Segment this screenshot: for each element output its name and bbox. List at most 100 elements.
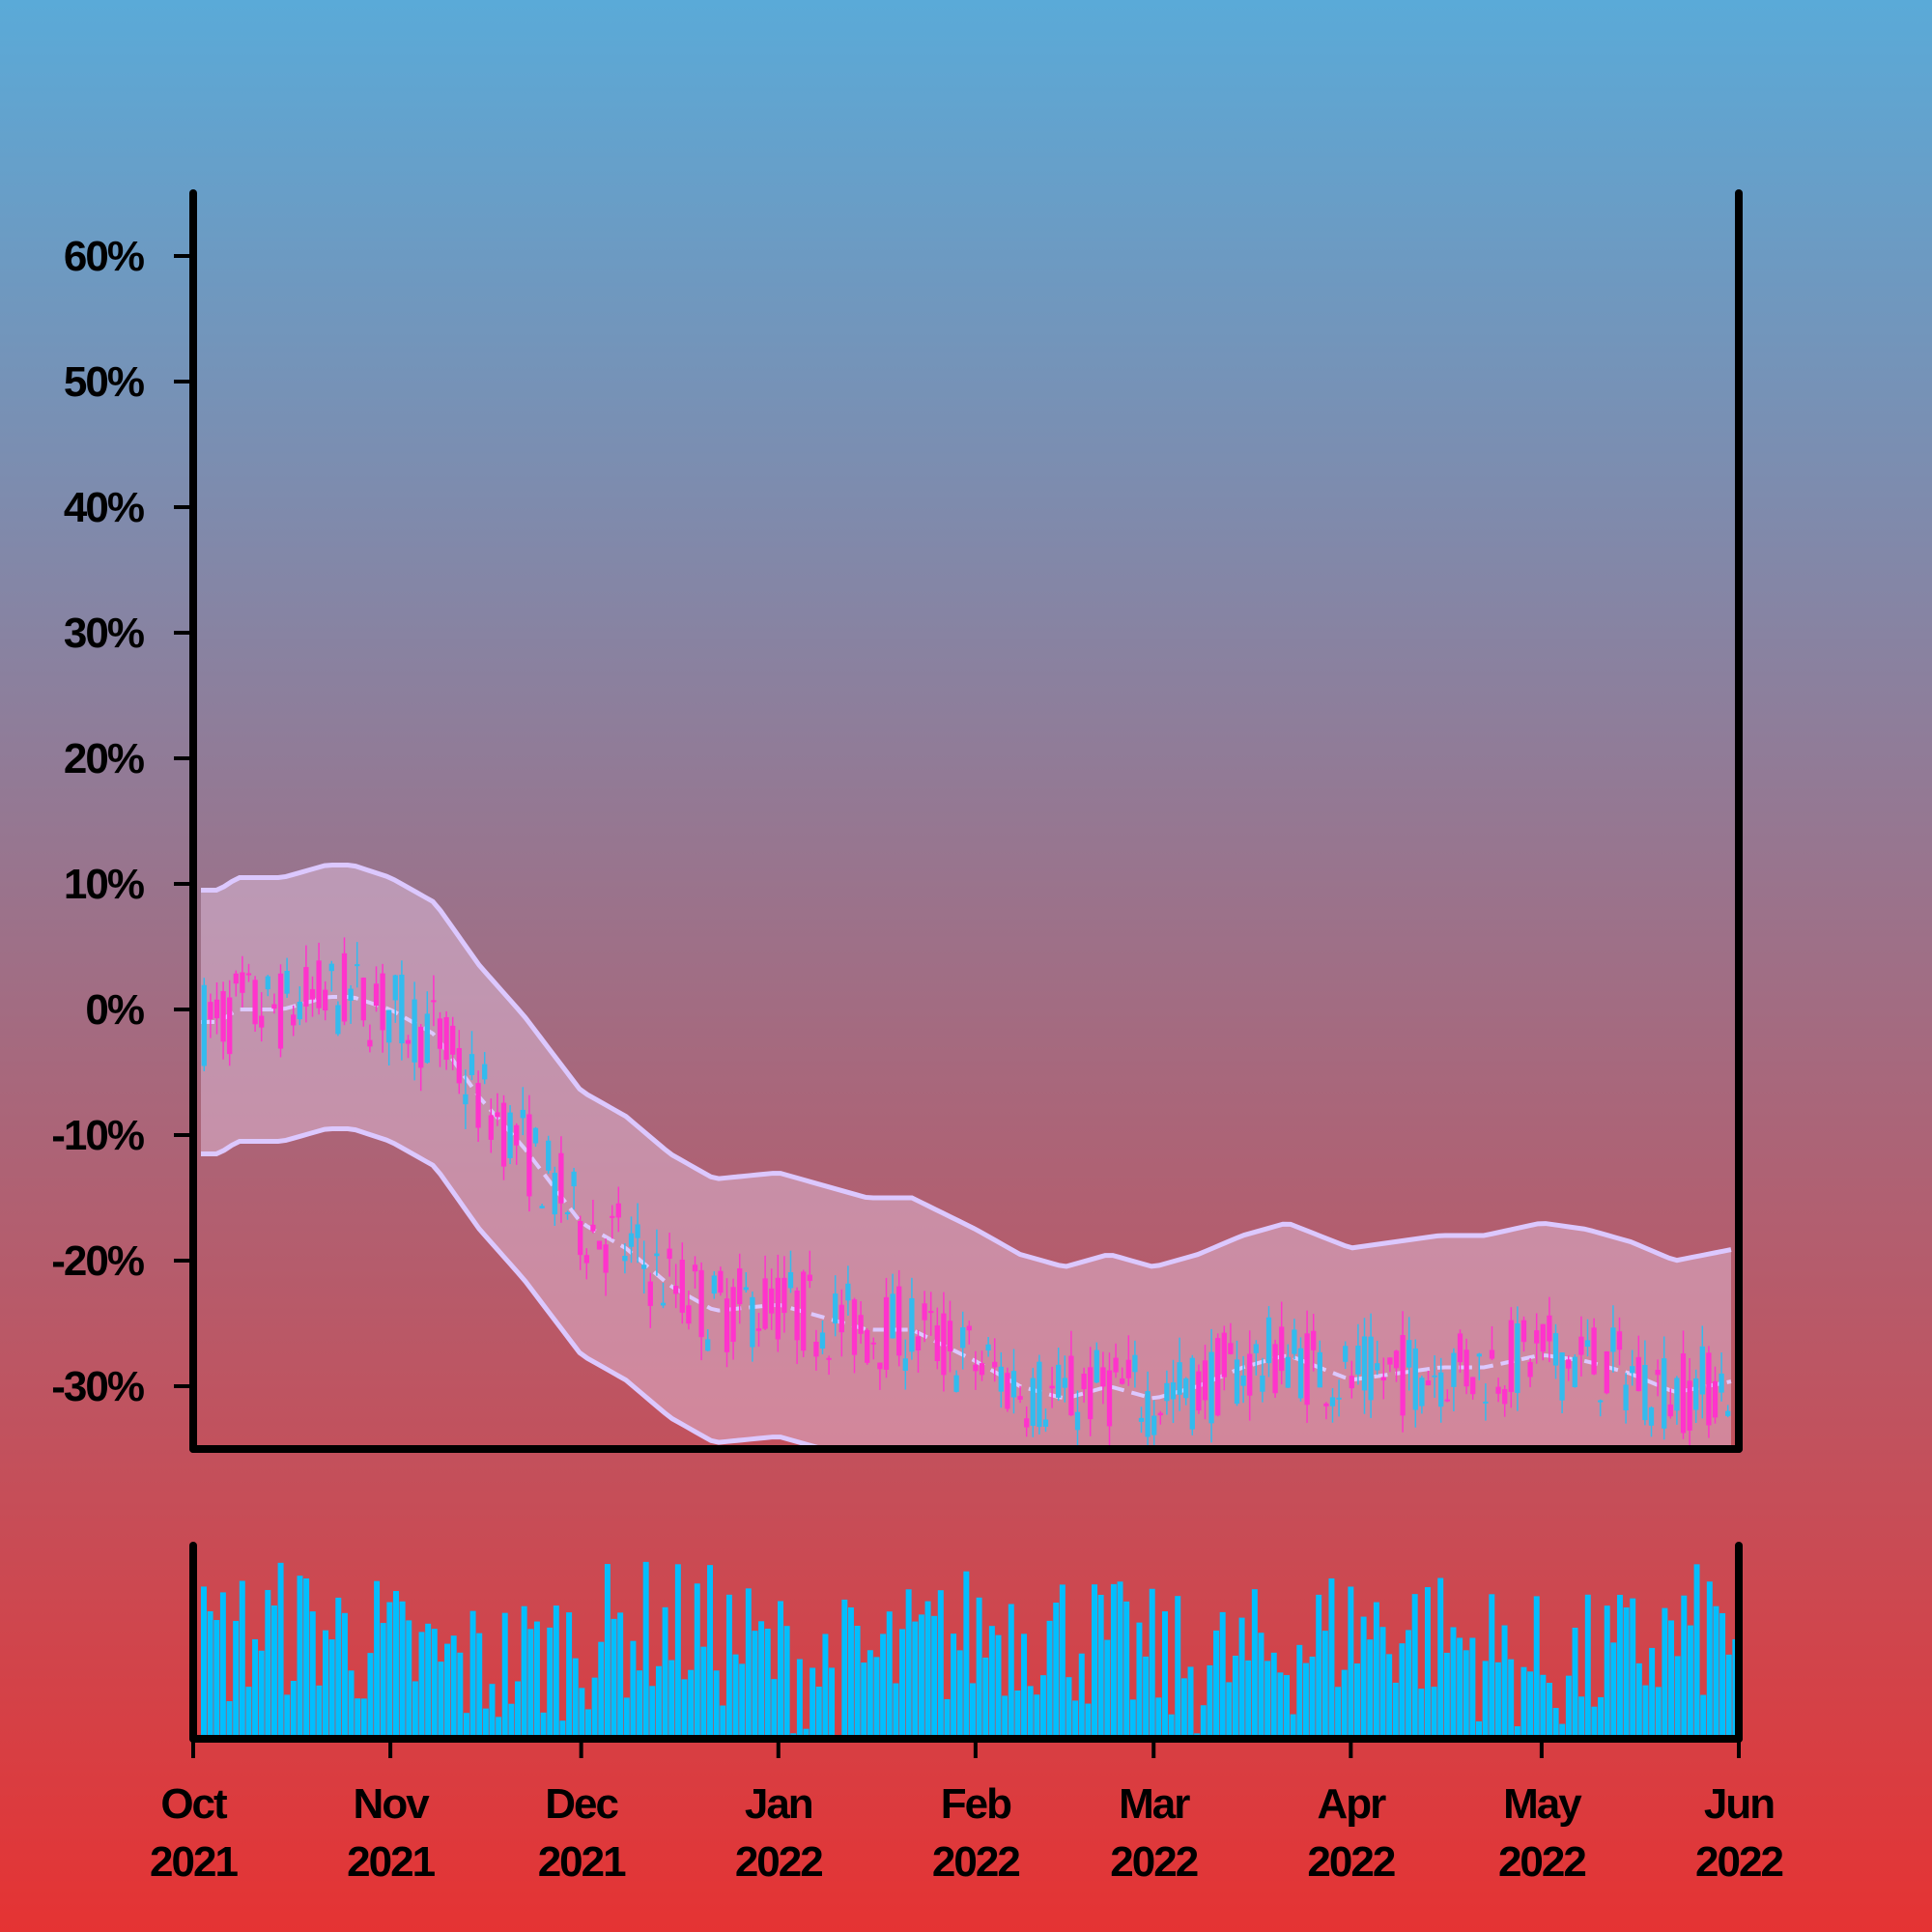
candle-body	[1687, 1380, 1692, 1431]
candle-body	[1432, 1375, 1437, 1378]
candle	[1132, 1340, 1138, 1388]
y-axis-ticks: 60% 50% 40% 30% 20% 10% 0% -10% -20% -30%	[51, 233, 193, 1410]
volume-bar	[226, 1701, 233, 1739]
volume-bar	[1373, 1602, 1379, 1739]
x-tick-month: Oct	[160, 1780, 228, 1828]
x-tick-year: 2022	[1307, 1838, 1394, 1886]
candle-body	[341, 952, 348, 1022]
candle-body	[641, 1264, 647, 1269]
candle	[418, 1024, 424, 1092]
candle-body	[1463, 1350, 1469, 1387]
candle	[1024, 1406, 1030, 1437]
candle	[755, 1313, 762, 1348]
candle	[775, 1254, 781, 1352]
candle-body	[781, 1277, 787, 1314]
volume-bar	[489, 1684, 496, 1739]
candle	[1208, 1328, 1214, 1443]
volume-bar	[265, 1589, 271, 1739]
volume-bar	[924, 1601, 931, 1739]
candle-body	[1495, 1386, 1501, 1394]
candle-body	[380, 973, 385, 1031]
volume-bar	[1092, 1584, 1098, 1739]
candle-body	[1419, 1378, 1425, 1406]
volume-bar	[873, 1657, 880, 1739]
candle	[532, 1126, 539, 1148]
candle	[1515, 1306, 1520, 1411]
volume-bar	[912, 1621, 919, 1739]
volume-bar	[207, 1610, 213, 1739]
volume-bar	[355, 1698, 361, 1739]
volume-bar	[418, 1632, 425, 1739]
volume-bar	[970, 1683, 976, 1739]
candle	[1279, 1301, 1285, 1385]
candle	[265, 975, 270, 997]
volume-bar	[1309, 1656, 1316, 1739]
volume-bar	[707, 1565, 714, 1739]
candle	[245, 963, 252, 982]
volume-bar	[1604, 1605, 1610, 1739]
candle	[998, 1351, 1004, 1408]
candle	[1393, 1350, 1400, 1382]
candle	[1170, 1359, 1177, 1424]
volume-bar	[668, 1660, 675, 1739]
volume-bar	[399, 1601, 406, 1739]
candle	[1712, 1366, 1719, 1424]
candle-body	[463, 1094, 469, 1105]
candle	[1457, 1329, 1463, 1374]
x-tick-year: 2022	[932, 1838, 1019, 1886]
candle	[781, 1256, 787, 1333]
candle-body	[1164, 1382, 1170, 1402]
candle	[1534, 1313, 1540, 1364]
candle	[1566, 1355, 1572, 1381]
volume-bar	[725, 1594, 732, 1739]
candle	[1470, 1377, 1476, 1400]
candle-body	[858, 1315, 864, 1334]
volume-bar	[239, 1580, 245, 1739]
candle	[667, 1233, 672, 1277]
candle-body	[966, 1325, 972, 1331]
volume-bar	[540, 1712, 547, 1739]
volume-bar	[604, 1564, 611, 1739]
volume-bars	[201, 1561, 1739, 1739]
candle	[386, 1009, 392, 1066]
candle	[1125, 1335, 1131, 1386]
candle-body	[1094, 1350, 1099, 1383]
candle-body	[526, 1114, 532, 1197]
volume-bar	[905, 1589, 912, 1739]
candle-body	[1508, 1320, 1514, 1392]
candle	[1642, 1340, 1648, 1426]
x-tick-label: May 2022	[1498, 1780, 1585, 1886]
candle-body	[1196, 1371, 1202, 1411]
volume-bar	[1155, 1697, 1162, 1739]
candle-body	[392, 975, 398, 1001]
candle	[1349, 1360, 1354, 1399]
candle	[213, 981, 220, 1035]
candle	[1432, 1354, 1437, 1398]
volume-bar	[572, 1658, 579, 1739]
candle	[1062, 1355, 1067, 1403]
candle-body	[851, 1299, 858, 1355]
volume-bar	[963, 1571, 970, 1739]
candle-body	[1049, 1385, 1055, 1389]
volume-bar	[1713, 1605, 1719, 1739]
volume-bar	[1213, 1630, 1220, 1739]
candle-body	[1265, 1317, 1272, 1364]
candle-body	[1604, 1350, 1609, 1394]
candle-body	[673, 1286, 679, 1294]
x-tick-month: Jun	[1704, 1780, 1774, 1828]
candle	[1463, 1338, 1469, 1395]
volume-bar	[732, 1654, 739, 1739]
candle-body	[1547, 1315, 1552, 1342]
candle	[373, 966, 380, 1012]
candle-body	[1247, 1353, 1253, 1396]
candle	[992, 1338, 998, 1382]
candle	[979, 1350, 985, 1381]
volume-bar	[1348, 1586, 1354, 1739]
candle-body	[367, 1039, 373, 1047]
candle-body	[431, 1000, 437, 1003]
volume-bar	[1616, 1594, 1623, 1739]
candle	[360, 977, 366, 1027]
x-tick-year: 2021	[538, 1838, 626, 1886]
volume-bar	[937, 1590, 944, 1739]
volume-bar	[284, 1694, 291, 1739]
